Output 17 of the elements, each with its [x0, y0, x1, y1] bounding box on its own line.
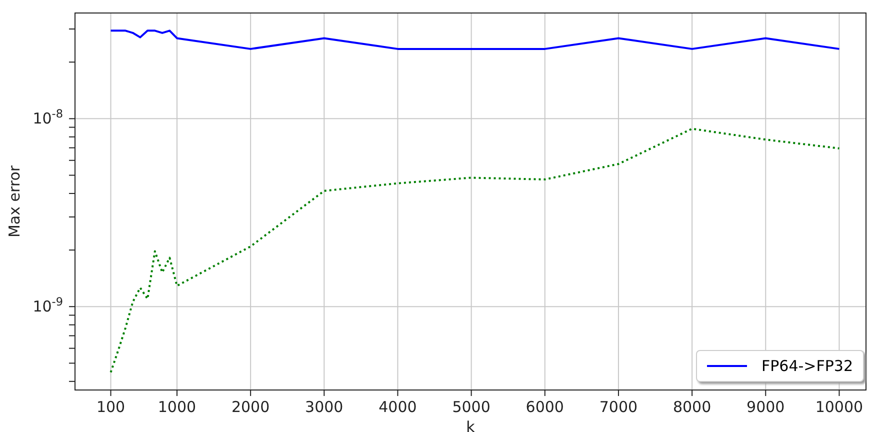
x-tick-label: 2000	[231, 398, 270, 416]
y-axis-title: Max error	[5, 164, 24, 238]
y-tick-label: 10$^{-8}$	[32, 107, 63, 128]
x-tick-label: 5000	[452, 398, 490, 416]
x-axis-title: k	[466, 418, 476, 432]
y-tick-label: 10$^{-9}$	[32, 295, 63, 316]
x-tick-label: 7000	[599, 398, 638, 416]
line-series	[110, 30, 840, 50]
x-tick-label: 3000	[305, 398, 344, 416]
x-tick-label: 10000	[815, 398, 864, 416]
x-tick-label: 100	[96, 398, 126, 416]
x-tick-label: 9000	[746, 398, 785, 416]
x-tick-label: 6000	[526, 398, 564, 416]
x-tick-label: 1000	[158, 398, 196, 416]
x-tick-label: 4000	[378, 398, 417, 416]
legend-label: FP64->FP32	[761, 357, 853, 375]
x-tick-label: 8000	[672, 398, 712, 416]
